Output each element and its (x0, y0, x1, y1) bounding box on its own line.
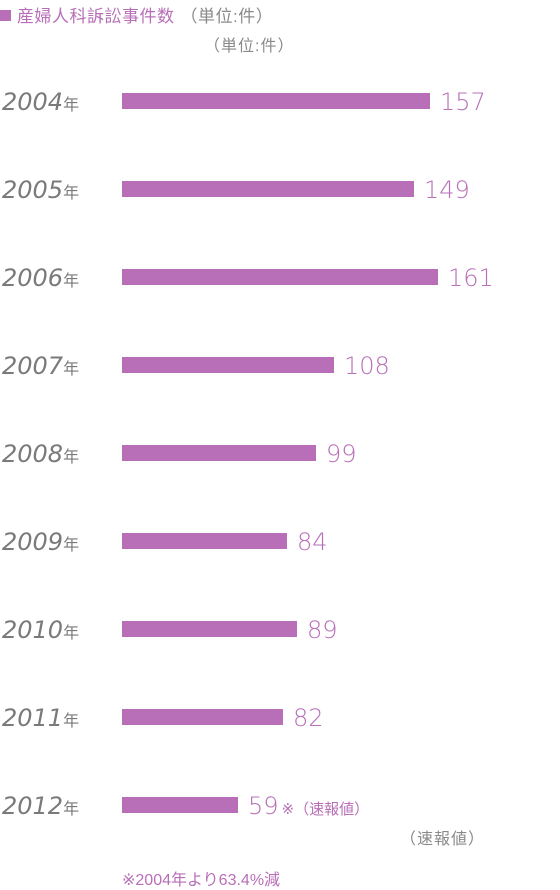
year-label: 2008年 (2, 440, 79, 468)
value-label: 82 (293, 704, 324, 732)
value-label: 99 (326, 440, 357, 468)
value-label: 108 (344, 352, 390, 380)
chart-title: 産婦人科訴訟事件数 （単位:件） (0, 2, 273, 27)
value-label: 84 (297, 528, 328, 556)
preliminary-note: （速報値） (400, 831, 486, 848)
value-label: 157 (440, 88, 486, 116)
year-label: 2012年 (2, 792, 79, 820)
title-unit-label: （単位:件） (180, 7, 274, 26)
year-label: 2011年 (2, 704, 79, 732)
bar (122, 709, 283, 725)
year-label: 2004年 (2, 88, 79, 116)
footnote: ※2004年より63.4%減 (122, 872, 281, 889)
bar (122, 269, 438, 285)
value-label: 161 (448, 264, 494, 292)
value-label: 149 (424, 176, 470, 204)
value-label: 89 (307, 616, 338, 644)
unit-label: （単位:件） (204, 38, 295, 55)
bar (122, 93, 430, 109)
value-label: 59 ※（速報値） (248, 792, 369, 820)
year-label: 2006年 (2, 264, 79, 292)
bar (122, 357, 334, 373)
year-label: 2007年 (2, 352, 79, 380)
bar (122, 533, 287, 549)
title-square-icon (0, 10, 11, 21)
bar (122, 181, 414, 197)
chart-title-text: 産婦人科訴訟事件数 (17, 7, 175, 26)
bar (122, 445, 316, 461)
year-label: 2010年 (2, 616, 79, 644)
year-label: 2005年 (2, 176, 79, 204)
bar (122, 621, 297, 637)
bar (122, 797, 238, 813)
year-label: 2009年 (2, 528, 79, 556)
